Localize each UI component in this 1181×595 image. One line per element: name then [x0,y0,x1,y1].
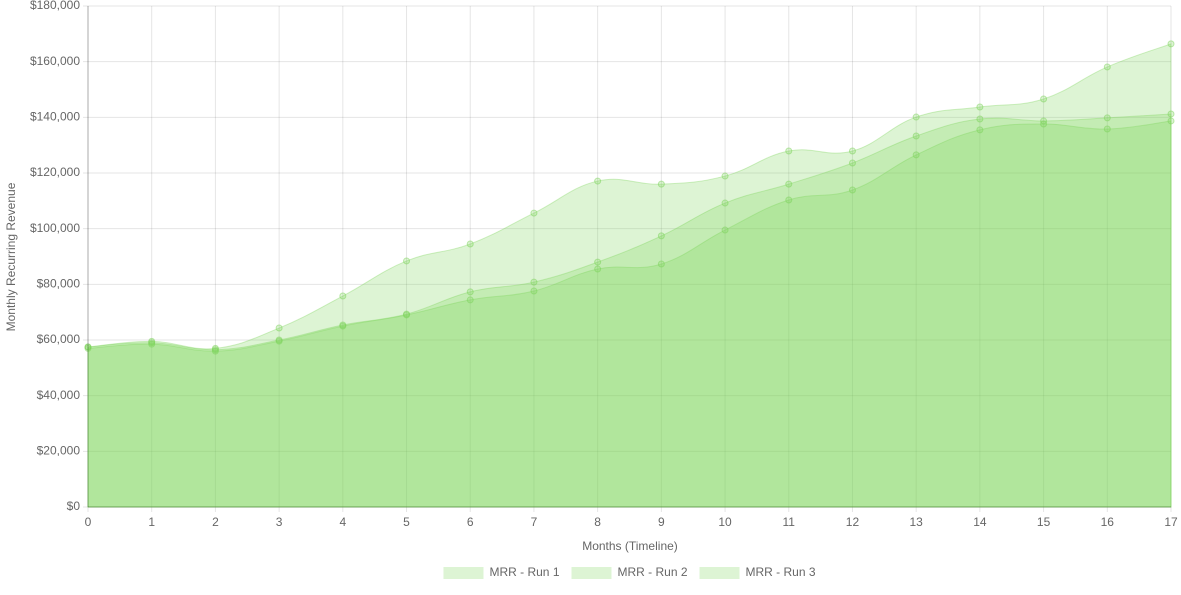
point [530,278,538,286]
y-tick-label: $100,000 [30,221,80,235]
x-tick-label: 2 [212,515,219,529]
x-tick-label: 8 [594,515,601,529]
point [403,257,411,265]
y-tick-label: $80,000 [37,277,81,291]
point [721,226,729,234]
y-tick-label: $20,000 [37,444,81,458]
point [976,126,984,134]
y-tick-label: $0 [67,499,81,513]
point [466,288,474,296]
x-tick-label: 13 [909,515,923,529]
x-tick-label: 7 [531,515,538,529]
point [657,260,665,268]
x-tick-label: 0 [85,515,92,529]
y-axis-title: Monthly Recurring Revenue [4,182,18,331]
point [912,151,920,159]
point [275,337,283,345]
y-tick-label: $60,000 [37,332,81,346]
point [848,147,856,155]
point [1040,120,1048,128]
y-tick-label: $40,000 [37,388,81,402]
point [721,172,729,180]
point [721,199,729,207]
point [1103,125,1111,133]
point [785,147,793,155]
point [466,296,474,304]
point [1167,40,1175,48]
point [339,292,347,300]
legend-item: MRR - Run 2 [571,565,688,579]
point [976,103,984,111]
point [657,180,665,188]
y-tick-label: $140,000 [30,110,80,124]
y-tick-label: $160,000 [30,54,80,68]
legend-label: MRR - Run 3 [746,565,816,579]
legend-label: MRR - Run 2 [617,565,687,579]
point [530,209,538,217]
point [339,322,347,330]
area [87,120,1172,508]
grid [83,5,1172,512]
point [785,196,793,204]
y-tick-label: $120,000 [30,165,80,179]
legend-item: MRR - Run 1 [443,565,560,579]
x-tick-label: 3 [276,515,283,529]
point [466,240,474,248]
point [1103,114,1111,122]
x-tick-label: 14 [973,515,987,529]
point [594,177,602,185]
point [275,324,283,332]
x-tick-label: 12 [846,515,860,529]
x-tick-label: 11 [783,515,796,529]
point [848,159,856,167]
y-tick-label: $180,000 [30,0,80,12]
point [403,311,411,319]
legend-swatch [443,567,484,579]
legend: MRR - Run 1 MRR - Run 2 MRR - Run 3 [443,565,816,579]
point [1040,95,1048,103]
x-tick-label: 16 [1101,515,1115,529]
point [148,340,156,348]
point [84,344,92,352]
x-tick-label: 4 [339,515,346,529]
point [1167,110,1175,118]
point [1103,63,1111,71]
legend-swatch [699,567,740,579]
x-tick-label: 6 [467,515,474,529]
point [594,258,602,266]
x-tick-label: 9 [658,515,665,529]
point [912,113,920,121]
legend-item: MRR - Run 3 [699,565,816,579]
x-tick-label: 1 [148,515,155,529]
point [976,115,984,123]
x-tick-label: 5 [403,515,410,529]
point [657,232,665,240]
x-axis-title: Months (Timeline) [582,539,678,553]
point [530,287,538,295]
legend-swatch [571,567,612,579]
point [594,265,602,273]
area [87,113,1172,508]
x-tick-label: 15 [1037,515,1051,529]
x-tick-label: 10 [718,515,732,529]
x-tick-label: 17 [1164,515,1178,529]
point [1167,117,1175,125]
point [785,180,793,188]
legend-label: MRR - Run 1 [489,565,559,579]
point [912,132,920,140]
point [211,347,219,355]
point [848,186,856,194]
